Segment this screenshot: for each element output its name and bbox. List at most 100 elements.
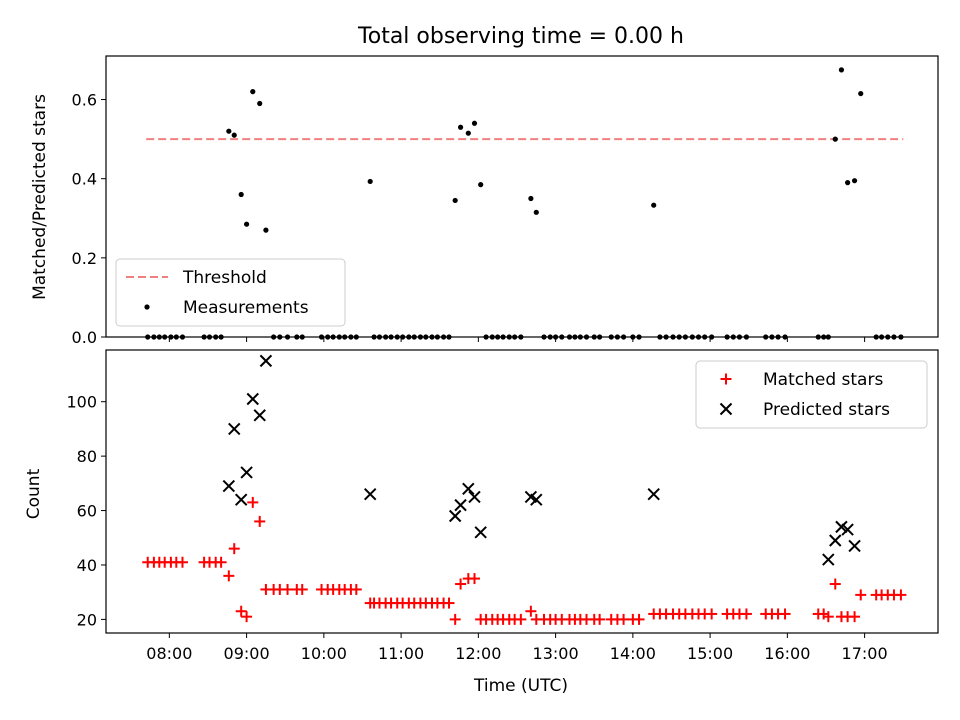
predicted-star-point [474,526,487,539]
predicted-star-point [454,498,467,512]
matched-star-point [468,573,480,585]
matched-star-point [241,611,253,623]
matched-star-point [525,605,537,617]
predicted-star-point [259,354,273,368]
x-tick-label: 08:00 [146,644,192,663]
bottom-legend: Matched stars Predicted stars [695,360,928,429]
x-tick-label: 13:00 [533,644,579,663]
matched-star-point [296,583,308,595]
matched-star-point [515,613,527,625]
top-legend: Threshold Measurements [115,258,346,327]
predicted-star-point [841,523,854,536]
legend-matched-swatch [720,373,732,385]
bottom-y-tick-label: 20 [77,610,97,629]
measurement-point [243,221,250,227]
top-legend-box [115,258,346,327]
measurement-point [452,197,458,204]
figure-title: Total observing time = 0.00 h [357,24,684,49]
bottom-y-axis-label: Count [24,468,44,519]
matched-star-point [350,583,362,595]
matched-star-point [849,611,861,623]
matched-star-point [779,608,791,620]
x-tick-label: 16:00 [764,644,810,663]
measurement-point [465,130,471,136]
top-y-tick-label: 0.6 [72,91,97,110]
matched-star-point [855,589,867,601]
legend-predicted-label: Predicted stars [763,400,890,420]
top-y-tick-label: 0.0 [72,328,97,347]
matched-star-point [176,556,188,568]
predicted-star-point [468,490,481,504]
bottom-data-marks [142,354,907,625]
legend-threshold-label: Threshold [182,268,267,288]
x-tick-label: 11:00 [378,644,424,663]
x-axis-label: Time (UTC) [473,676,568,696]
matched-star-point [829,578,841,590]
top-axes-frame [105,55,939,338]
matched-star-point [282,583,294,595]
matched-star-point [740,608,752,620]
matched-star-point [633,613,645,625]
predicted-star-point [253,409,266,422]
legend-predicted-swatch [719,402,733,416]
predicted-star-point [835,520,848,534]
matched-star-point [223,570,235,582]
matched-star-point [449,613,461,625]
matched-star-point [895,589,907,601]
matched-star-point [594,613,606,625]
measurement-point [858,90,864,97]
top-y-tick-label: 0.2 [72,249,97,268]
matched-star-point [618,613,630,625]
predicted-star-point [829,534,842,547]
measurement-point [832,136,838,142]
top-y-tick-label: 0.4 [72,170,97,189]
measurement-point [457,124,464,130]
measurement-point [263,227,269,233]
measurement-point [838,67,845,73]
x-tick-label: 15:00 [687,644,733,663]
measurement-point [533,209,539,215]
measurement-point [367,178,373,185]
bottom-axes-frame [105,349,939,634]
x-tick-label: 14:00 [610,644,656,663]
measurement-point [238,191,244,198]
measurement-point [851,178,858,184]
predicted-star-point [363,488,377,501]
bottom-y-tick-label: 80 [77,447,97,466]
measurement-point [257,100,263,107]
matched-star-point [455,578,467,590]
matched-star-point [822,611,834,623]
measurement-point [471,120,478,126]
legend-measurements-label: Measurements [183,298,309,318]
measurement-point [651,202,657,208]
matched-star-point [228,543,240,555]
measurement-point [845,180,851,186]
legend-matched-label: Matched stars [763,370,883,390]
predicted-star-point [822,553,835,566]
predicted-star-point [647,488,660,501]
matched-star-point [235,605,247,617]
legend-measurements-swatch [144,304,150,310]
predicted-star-point [448,509,462,523]
bottom-y-tick-label: 100 [66,393,97,412]
predicted-star-point [240,466,253,479]
predicted-star-point [222,479,236,493]
matched-star-point [706,608,718,620]
measurement-point [528,195,534,202]
predicted-star-point [228,422,241,436]
matched-star-point [247,496,259,508]
x-tick-label: 12:00 [455,644,501,663]
matched-star-point [254,515,266,527]
top-y-axis-label: Matched/Predicted stars [30,94,50,300]
legend-predicted-marker [719,402,733,416]
x-tick-label: 17:00 [842,644,888,663]
bottom-y-tick-label: 40 [77,556,97,575]
bottom-legend-box [695,360,928,429]
predicted-star-point [848,539,861,553]
top-panel: 0.0 0.2 0.4 0.6 Matched/Predicted stars Thr… [30,55,939,347]
measurement-point [478,182,484,188]
predicted-star-point [246,392,259,406]
matched-star-point [215,556,227,568]
measurement-point [226,128,232,134]
